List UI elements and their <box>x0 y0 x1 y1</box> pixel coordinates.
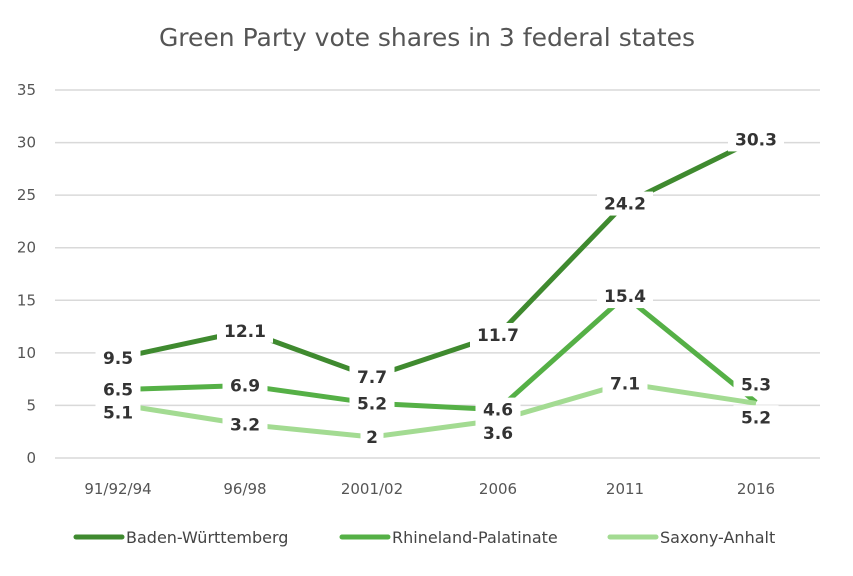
data-label: 3.2 <box>230 415 260 435</box>
data-label-bg <box>728 127 784 152</box>
y-tick-label: 20 <box>17 239 36 257</box>
legend-label: Rhineland-Palatinate <box>392 528 558 547</box>
data-label-bg <box>95 400 141 425</box>
chart-title: Green Party vote shares in 3 federal sta… <box>159 23 695 52</box>
data-label: 6.5 <box>103 381 133 401</box>
data-label: 3.6 <box>483 424 513 444</box>
x-tick-label: 91/92/94 <box>84 480 151 498</box>
data-label: 9.5 <box>103 349 133 369</box>
data-label-bg <box>222 373 268 398</box>
data-label: 4.6 <box>483 401 513 421</box>
data-label-bg <box>349 365 395 390</box>
x-tick-label: 2001/02 <box>341 480 403 498</box>
x-tick-label: 2006 <box>479 480 517 498</box>
data-label: 5.2 <box>357 394 387 414</box>
data-label-bg <box>597 191 653 216</box>
x-tick-label: 96/98 <box>223 480 266 498</box>
x-tick-label: 2016 <box>737 480 775 498</box>
series-line-0 <box>117 137 758 380</box>
data-label: 12.1 <box>224 322 266 342</box>
data-label-bg <box>597 284 653 309</box>
y-tick-label: 35 <box>17 81 36 99</box>
data-label: 11.7 <box>477 326 519 346</box>
data-label: 30.3 <box>735 130 777 150</box>
data-label: 7.7 <box>357 368 387 388</box>
data-label-bg <box>95 377 141 402</box>
legend-label: Baden-Württemberg <box>126 528 288 547</box>
data-label: 5.2 <box>741 408 771 428</box>
data-label-bg <box>217 318 273 343</box>
data-label-bg <box>602 371 648 396</box>
data-label-bg <box>95 346 141 371</box>
data-label: 6.9 <box>230 376 260 396</box>
data-label-bg <box>360 424 384 449</box>
x-tick-label: 2011 <box>606 480 644 498</box>
data-label-bg <box>733 372 779 397</box>
y-tick-label: 25 <box>17 186 36 204</box>
series-line-2 <box>117 380 757 440</box>
y-tick-label: 15 <box>17 291 36 309</box>
data-label: 7.1 <box>610 374 640 394</box>
data-label-bg <box>470 322 526 347</box>
legend-label: Saxony-Anhalt <box>660 528 775 547</box>
data-label-bg <box>222 412 268 437</box>
data-label-bg <box>349 391 395 416</box>
y-tick-label: 0 <box>26 449 36 467</box>
data-label-bg <box>733 405 779 430</box>
data-label: 5.1 <box>103 403 133 423</box>
y-tick-label: 5 <box>26 396 36 414</box>
data-label-bg <box>475 397 521 422</box>
data-label-bg <box>475 421 521 446</box>
data-label: 2 <box>366 428 378 448</box>
y-tick-label: 10 <box>17 344 36 362</box>
y-tick-label: 30 <box>17 134 36 152</box>
data-label: 5.3 <box>741 375 771 395</box>
data-label: 24.2 <box>604 195 646 215</box>
data-label: 15.4 <box>604 287 646 307</box>
